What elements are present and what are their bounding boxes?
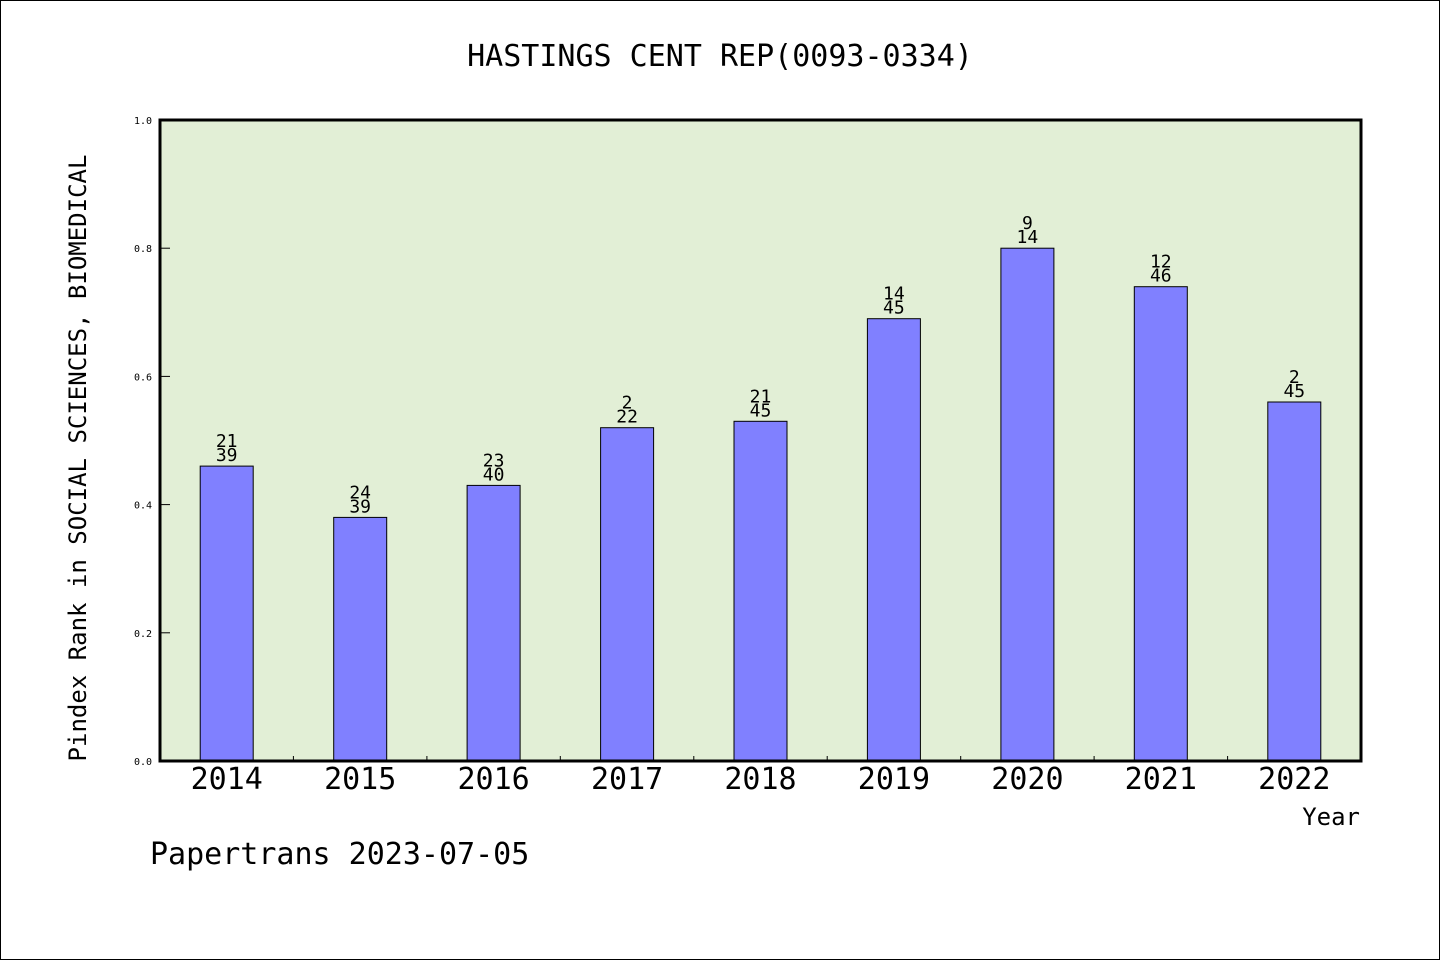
bar-2019 [866,318,921,762]
bar-label-rank-2021: 12 [1150,252,1172,273]
bar-2020 [1000,247,1055,762]
x-tick-label-2016: 2016 [457,762,529,797]
bar-2021 [1133,286,1188,762]
bar-label-total-2017: 22 [616,407,638,428]
bar-label-rank-2020: 9 [1022,213,1033,234]
y-axis-label: Pindex Rank in SOCIAL SCIENCES, BIOMEDIC… [64,155,92,762]
y-tick-label: 0.8 [134,244,152,255]
x-tick-label-2017: 2017 [591,762,663,797]
bar-label-total-2018: 45 [750,400,772,421]
bar-label-total-2020: 14 [1017,227,1039,248]
y-tick-label: 0.4 [134,501,152,512]
bar-label-total-2021: 46 [1150,266,1172,287]
bar-label-rank-2017: 2 [622,393,633,414]
x-axis-label: Year [1302,803,1360,831]
y-tick-label: 0.6 [134,372,152,383]
bar-label-rank-2019: 14 [883,284,905,305]
bar-label-rank-2018: 21 [750,386,772,407]
plot-border [158,118,1363,763]
bar-2014 [199,465,254,762]
x-tick-label-2015: 2015 [324,762,396,797]
bar-label-rank-2022: 2 [1289,367,1300,388]
bar-label-total-2019: 45 [883,298,905,319]
bar-2018 [733,420,788,762]
y-tick-label: 0.2 [134,629,152,640]
x-tick-label-2022: 2022 [1258,762,1330,797]
chart-title: HASTINGS CENT REP(0093-0334) [467,39,973,74]
bar-label-rank-2014: 21 [216,431,238,452]
x-tick-label-2021: 2021 [1125,762,1197,797]
x-tick-label-2018: 2018 [724,762,796,797]
bar-2022 [1267,401,1322,762]
x-tick-label-2014: 2014 [191,762,263,797]
bars-layer [199,247,1322,762]
bar-label-rank-2016: 23 [483,450,505,471]
bar-label-total-2014: 39 [216,445,238,466]
bar-label-total-2016: 40 [483,464,505,485]
bar-label-total-2022: 45 [1283,381,1305,402]
bar-2017 [600,427,655,762]
bar-label-rank-2015: 24 [349,482,371,503]
bar-2016 [466,484,521,762]
x-tick-label-2019: 2019 [858,762,930,797]
y-tick-label: 1.0 [134,116,152,127]
y-tick-label: 0.0 [134,757,152,768]
footer-credit: Papertrans 2023-07-05 [150,837,529,872]
x-axis: 2014 2015 2016 2017 2018 2019 2020 2021 2022 [191,756,1330,797]
bar-2015 [333,516,388,762]
x-tick-label-2020: 2020 [991,762,1063,797]
bar-label-total-2015: 39 [349,496,371,517]
